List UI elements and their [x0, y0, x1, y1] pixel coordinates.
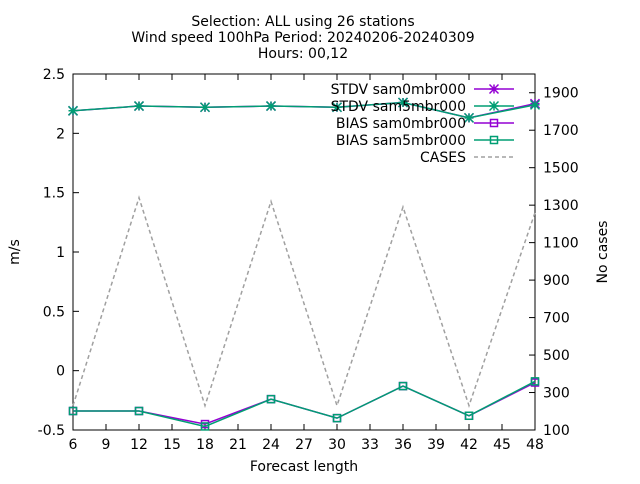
- x-tick-label: 33: [361, 437, 379, 453]
- y2-tick-label: 1300: [543, 198, 579, 214]
- y2-tick-label: 700: [543, 311, 570, 327]
- y-tick-label: -0.5: [38, 423, 65, 439]
- data-point-bias-sam5mbr000: [464, 411, 474, 421]
- legend-marker-stdv-sam5mbr000: [488, 100, 500, 112]
- data-point-stdv-sam5mbr000: [67, 105, 79, 116]
- y2-tick-label: 100: [543, 423, 570, 439]
- data-point-bias-sam5mbr000: [530, 377, 540, 386]
- x-axis-label: Forecast length: [250, 459, 358, 475]
- data-point-bias-sam5mbr000: [68, 406, 78, 416]
- y-tick-label: 0: [56, 364, 65, 380]
- y-tick-label: 1: [56, 245, 65, 261]
- y2-tick-label: 500: [543, 348, 570, 364]
- legend-marker-bias-sam0mbr000: [489, 118, 499, 128]
- x-tick-label: 27: [295, 437, 313, 453]
- x-tick-label: 15: [163, 437, 181, 453]
- legend-label-cases: CASES: [420, 150, 466, 166]
- data-point-bias-sam5mbr000: [134, 406, 144, 416]
- chart-title-line: Hours: 00,12: [258, 46, 348, 62]
- y2-tick-label: 1900: [543, 86, 579, 102]
- x-tick-label: 39: [427, 437, 445, 453]
- legend-marker-bias-sam5mbr000: [489, 135, 499, 145]
- data-point-bias-sam5mbr000: [332, 413, 342, 423]
- y-tick-label: 1.5: [43, 186, 65, 202]
- y2-tick-label: 1100: [543, 236, 579, 252]
- x-tick-label: 45: [493, 437, 511, 453]
- y-tick-label: 2.5: [43, 67, 65, 83]
- x-tick-label: 42: [460, 437, 478, 453]
- y-axis-label: m/s: [7, 239, 23, 265]
- y2-tick-label: 900: [543, 273, 570, 289]
- legend-marker-stdv-sam0mbr000: [488, 83, 500, 95]
- legend-label-stdv-sam5mbr000: STDV sam5mbr000: [331, 99, 466, 115]
- data-point-stdv-sam5mbr000: [265, 101, 277, 112]
- y2-tick-label: 1500: [543, 161, 579, 177]
- data-point-bias-sam5mbr000: [266, 394, 276, 404]
- x-tick-label: 48: [526, 437, 544, 453]
- data-point-stdv-sam5mbr000: [331, 102, 343, 113]
- data-point-stdv-sam5mbr000: [397, 97, 409, 108]
- y2-axis-label: No cases: [595, 221, 611, 284]
- series-line-cases: [72, 195, 536, 409]
- x-tick-label: 30: [328, 437, 346, 453]
- data-point-stdv-sam5mbr000: [529, 99, 541, 110]
- legend-label-stdv-sam0mbr000: STDV sam0mbr000: [331, 82, 466, 98]
- x-tick-label: 24: [262, 437, 280, 453]
- x-tick-label: 9: [102, 437, 111, 453]
- y2-tick-label: 1700: [543, 123, 579, 139]
- y2-tick-label: 300: [543, 386, 570, 402]
- x-tick-label: 21: [229, 437, 247, 453]
- x-tick-label: 36: [394, 437, 412, 453]
- data-point-stdv-sam5mbr000: [133, 101, 145, 112]
- data-point-stdv-sam5mbr000: [463, 112, 475, 123]
- y-tick-label: 2: [56, 126, 65, 142]
- series-line-stdv-sam5mbr000: [72, 101, 536, 119]
- legend-label-bias-sam5mbr000: BIAS sam5mbr000: [336, 133, 466, 149]
- data-point-bias-sam5mbr000: [398, 381, 408, 391]
- legend-label-bias-sam0mbr000: BIAS sam0mbr000: [336, 116, 466, 132]
- data-point-stdv-sam5mbr000: [199, 102, 211, 113]
- chart-title-line: Wind speed 100hPa Period: 20240206-20240…: [131, 30, 474, 46]
- x-tick-label: 12: [130, 437, 148, 453]
- series-line-bias-sam5mbr000: [73, 380, 536, 428]
- data-point-bias-sam5mbr000: [200, 422, 210, 431]
- x-tick-label: 6: [69, 437, 78, 453]
- chart-title-line: Selection: ALL using 26 stations: [191, 14, 414, 30]
- x-tick-label: 18: [196, 437, 214, 453]
- y-tick-label: 0.5: [43, 304, 65, 320]
